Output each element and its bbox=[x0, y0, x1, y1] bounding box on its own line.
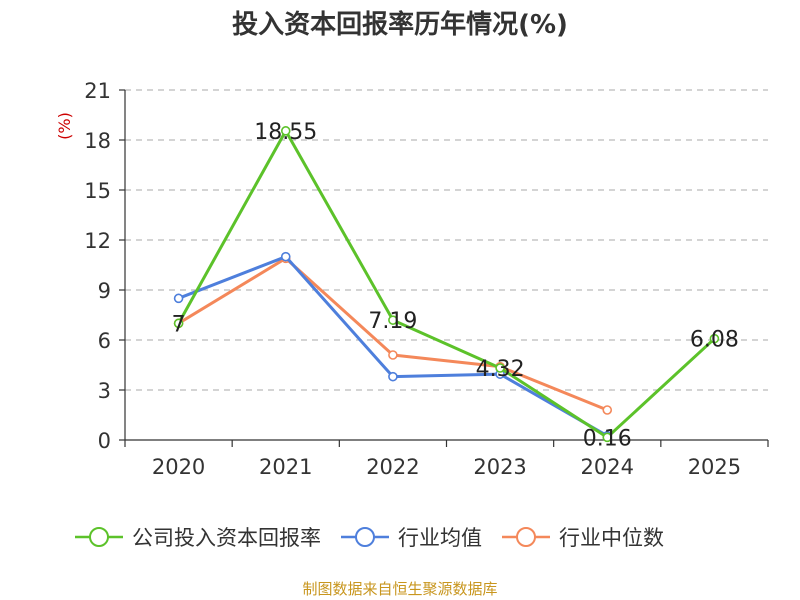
data-point-series-0 bbox=[280, 126, 291, 136]
data-point-series-1 bbox=[173, 293, 184, 304]
x-tick-label: 2025 bbox=[688, 455, 741, 479]
y-tick-label: 21 bbox=[84, 79, 111, 103]
legend-marker-0 bbox=[89, 527, 109, 547]
x-tick-label: 2021 bbox=[259, 455, 312, 479]
data-point-series-1 bbox=[388, 371, 398, 382]
data-label: 7.19 bbox=[368, 309, 417, 334]
legend-marker-2 bbox=[516, 527, 536, 547]
data-point-series-1 bbox=[280, 251, 291, 262]
legend-label-0: 公司投入资本回报率 bbox=[132, 526, 321, 550]
y-tick-label: 9 bbox=[98, 279, 111, 303]
data-point-series-2 bbox=[388, 350, 398, 360]
y-axis-unit-label: (%) bbox=[55, 112, 74, 140]
data-label: 0.16 bbox=[583, 426, 632, 451]
legend: 公司投入资本回报率 行业均值 行业中位数 bbox=[75, 526, 664, 550]
legend-marker-1 bbox=[355, 527, 375, 547]
y-tick-label: 0 bbox=[98, 429, 111, 453]
y-tick-label: 15 bbox=[84, 179, 111, 203]
footer-source: 制图数据来自恒生聚源数据库 bbox=[302, 580, 497, 598]
x-tick-label: 2023 bbox=[473, 455, 526, 479]
data-point-series-0 bbox=[173, 318, 184, 329]
data-label: 6.08 bbox=[690, 328, 739, 353]
data-labels: 7 18.55 7.19 4.32 0.16 6.08 bbox=[172, 120, 739, 452]
data-point-series-0 bbox=[495, 363, 505, 373]
grid-lines bbox=[125, 89, 768, 391]
y-tick-label: 3 bbox=[98, 379, 111, 403]
data-point-series-2 bbox=[602, 405, 613, 415]
y-tick-label: 18 bbox=[84, 129, 111, 153]
data-label: 4.32 bbox=[476, 357, 525, 382]
legend-label-2: 行业中位数 bbox=[559, 526, 664, 550]
series-layer bbox=[173, 126, 720, 443]
chart-title: 投入资本回报率历年情况(%) bbox=[232, 9, 568, 40]
x-tick-label: 2020 bbox=[152, 455, 205, 479]
data-label: 7 bbox=[172, 312, 186, 337]
x-tick-label: 2024 bbox=[581, 455, 634, 479]
y-tick-label: 12 bbox=[84, 229, 111, 253]
x-tick-label: 2022 bbox=[366, 455, 419, 479]
legend-label-1: 行业均值 bbox=[398, 526, 482, 550]
data-point-series-0 bbox=[602, 432, 613, 443]
data-point-series-0 bbox=[388, 315, 398, 325]
data-point-series-0 bbox=[709, 333, 720, 344]
series-line-0 bbox=[177, 129, 716, 439]
y-tick-label: 6 bbox=[98, 329, 111, 353]
data-label: 18.55 bbox=[254, 120, 317, 145]
axes: 0 3 6 9 12 15 18 21 2020 2021 2022 2023 2024 2025 bbox=[84, 79, 769, 479]
